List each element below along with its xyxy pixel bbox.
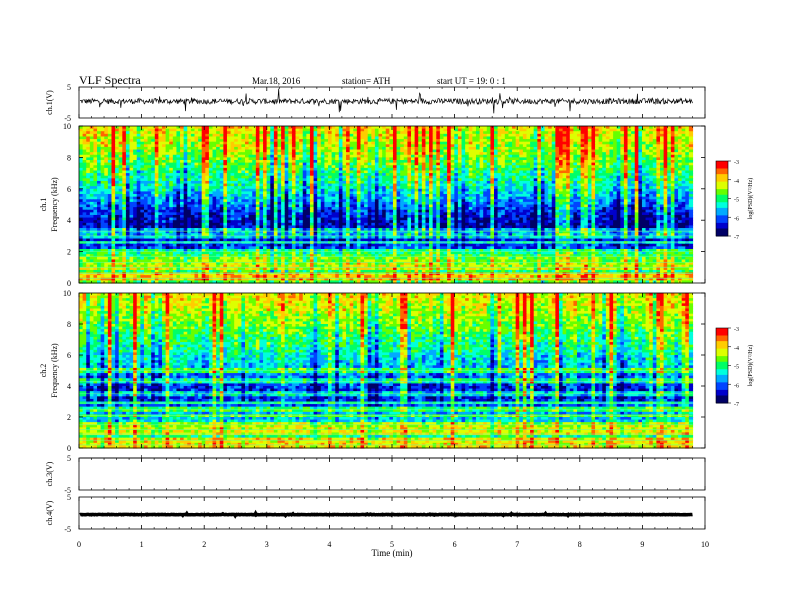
ch1-spectrogram-heatmap xyxy=(79,126,693,284)
header-start-time: start UT = 19: 0 : 1 xyxy=(437,76,506,86)
ch1-waveform-ylabel: ch.1(V) xyxy=(45,90,54,115)
header-date: Mar.18, 2016 xyxy=(252,76,301,86)
ch1-waveform-ytick-label: 5 xyxy=(67,83,71,92)
ch1-waveform-trace xyxy=(80,89,693,114)
vlf-spectra-figure: VLF Spectra Mar.18, 2016 station= ATH st… xyxy=(0,0,792,612)
figure-title: VLF Spectra xyxy=(79,73,141,87)
header-station: station= ATH xyxy=(342,76,391,86)
ch1-waveform-panel: 5-5ch.1(V) xyxy=(45,83,705,123)
